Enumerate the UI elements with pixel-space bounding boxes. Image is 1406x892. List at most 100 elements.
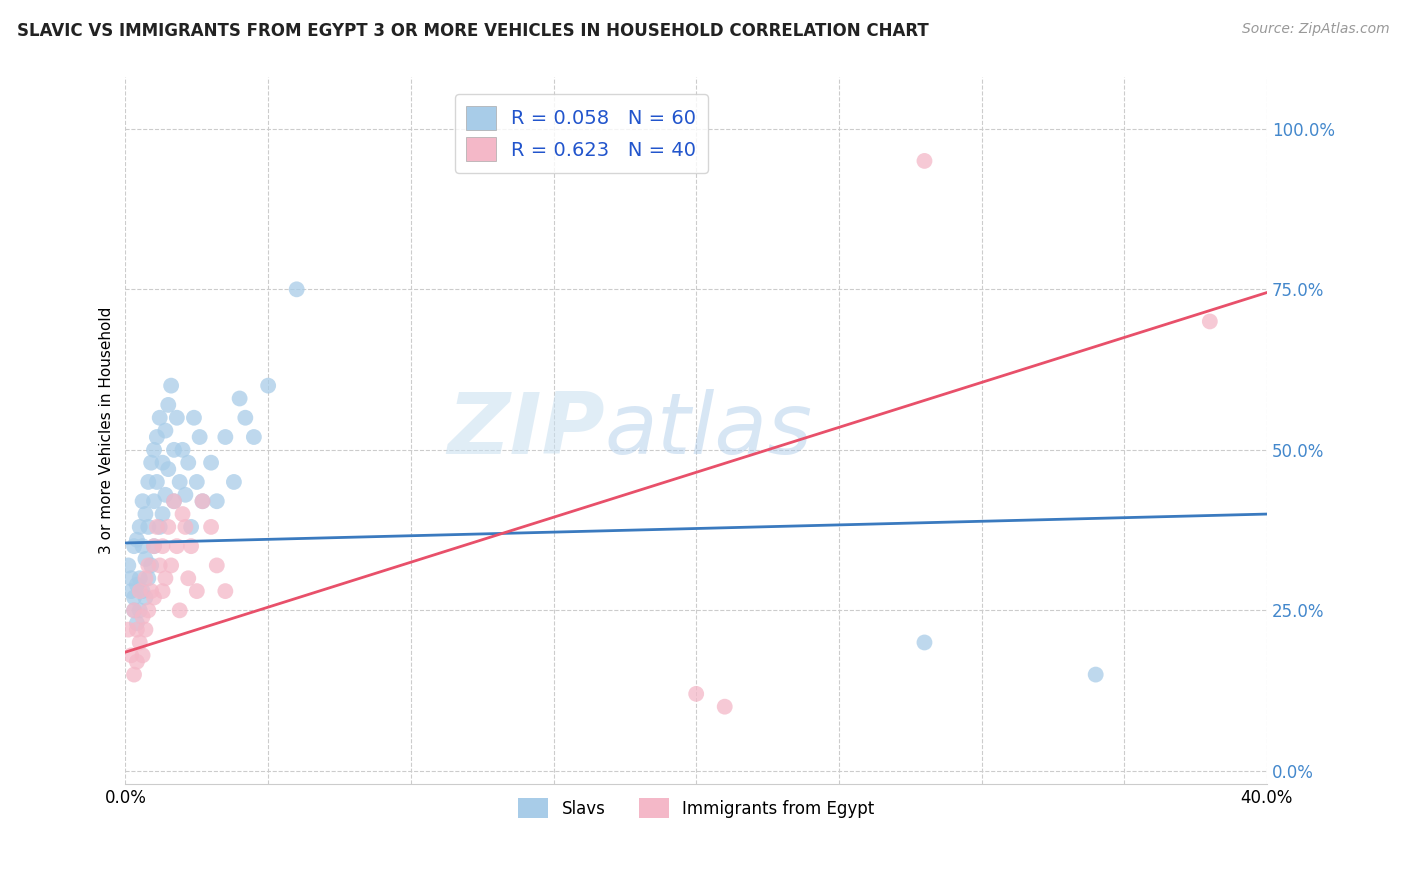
Point bbox=[233, 410, 256, 425]
Point bbox=[180, 520, 202, 534]
Point bbox=[205, 558, 228, 573]
Point bbox=[122, 667, 145, 681]
Point bbox=[136, 475, 159, 489]
Point bbox=[243, 430, 266, 444]
Point bbox=[172, 507, 194, 521]
Point bbox=[146, 520, 169, 534]
Point bbox=[160, 378, 183, 392]
Point bbox=[160, 558, 183, 573]
Point bbox=[134, 552, 156, 566]
Point bbox=[914, 635, 936, 649]
Point bbox=[143, 539, 166, 553]
Point bbox=[128, 635, 150, 649]
Point bbox=[186, 584, 208, 599]
Point bbox=[134, 507, 156, 521]
Point bbox=[122, 539, 145, 553]
Point bbox=[257, 378, 280, 392]
Point bbox=[146, 475, 169, 489]
Point bbox=[155, 424, 177, 438]
Point bbox=[169, 603, 191, 617]
Point bbox=[214, 430, 236, 444]
Text: ZIP: ZIP bbox=[447, 389, 605, 472]
Y-axis label: 3 or more Vehicles in Household: 3 or more Vehicles in Household bbox=[100, 307, 114, 554]
Point bbox=[122, 603, 145, 617]
Point bbox=[125, 616, 148, 631]
Point bbox=[122, 591, 145, 605]
Point bbox=[152, 584, 174, 599]
Point bbox=[200, 456, 222, 470]
Point bbox=[125, 533, 148, 547]
Text: SLAVIC VS IMMIGRANTS FROM EGYPT 3 OR MORE VEHICLES IN HOUSEHOLD CORRELATION CHAR: SLAVIC VS IMMIGRANTS FROM EGYPT 3 OR MOR… bbox=[17, 22, 928, 40]
Point bbox=[120, 648, 142, 663]
Point bbox=[143, 591, 166, 605]
Point bbox=[169, 475, 191, 489]
Point bbox=[183, 410, 205, 425]
Point bbox=[152, 507, 174, 521]
Point bbox=[136, 520, 159, 534]
Point bbox=[128, 520, 150, 534]
Point bbox=[131, 494, 153, 508]
Point bbox=[166, 410, 188, 425]
Point bbox=[163, 494, 186, 508]
Point bbox=[143, 442, 166, 457]
Point bbox=[131, 539, 153, 553]
Point bbox=[131, 584, 153, 599]
Point bbox=[143, 494, 166, 508]
Point bbox=[1198, 314, 1220, 328]
Point bbox=[186, 475, 208, 489]
Point bbox=[120, 571, 142, 585]
Legend: Slavs, Immigrants from Egypt: Slavs, Immigrants from Egypt bbox=[512, 791, 882, 825]
Point bbox=[141, 584, 163, 599]
Point bbox=[136, 558, 159, 573]
Point bbox=[174, 488, 197, 502]
Point bbox=[174, 520, 197, 534]
Point bbox=[191, 494, 214, 508]
Point bbox=[685, 687, 707, 701]
Point bbox=[152, 456, 174, 470]
Text: atlas: atlas bbox=[605, 389, 813, 472]
Point bbox=[180, 539, 202, 553]
Point bbox=[188, 430, 211, 444]
Point bbox=[149, 520, 172, 534]
Point bbox=[125, 655, 148, 669]
Point bbox=[163, 494, 186, 508]
Point bbox=[155, 488, 177, 502]
Point bbox=[222, 475, 245, 489]
Point bbox=[200, 520, 222, 534]
Point bbox=[146, 430, 169, 444]
Point bbox=[143, 539, 166, 553]
Point bbox=[128, 571, 150, 585]
Point bbox=[149, 410, 172, 425]
Point bbox=[134, 591, 156, 605]
Point bbox=[166, 539, 188, 553]
Point bbox=[125, 623, 148, 637]
Point bbox=[117, 623, 139, 637]
Point bbox=[163, 442, 186, 457]
Point bbox=[117, 558, 139, 573]
Point bbox=[122, 603, 145, 617]
Point bbox=[157, 462, 180, 476]
Point bbox=[172, 442, 194, 457]
Text: Source: ZipAtlas.com: Source: ZipAtlas.com bbox=[1241, 22, 1389, 37]
Point bbox=[1084, 667, 1107, 681]
Point bbox=[134, 571, 156, 585]
Point bbox=[177, 571, 200, 585]
Point bbox=[177, 456, 200, 470]
Point bbox=[120, 584, 142, 599]
Point bbox=[134, 623, 156, 637]
Point bbox=[141, 456, 163, 470]
Point bbox=[131, 609, 153, 624]
Point bbox=[713, 699, 735, 714]
Point bbox=[128, 584, 150, 599]
Point bbox=[285, 282, 308, 296]
Point bbox=[205, 494, 228, 508]
Point bbox=[136, 571, 159, 585]
Point bbox=[125, 577, 148, 591]
Point bbox=[131, 648, 153, 663]
Point bbox=[157, 398, 180, 412]
Point bbox=[191, 494, 214, 508]
Point bbox=[914, 153, 936, 168]
Point bbox=[214, 584, 236, 599]
Point bbox=[141, 558, 163, 573]
Point bbox=[157, 520, 180, 534]
